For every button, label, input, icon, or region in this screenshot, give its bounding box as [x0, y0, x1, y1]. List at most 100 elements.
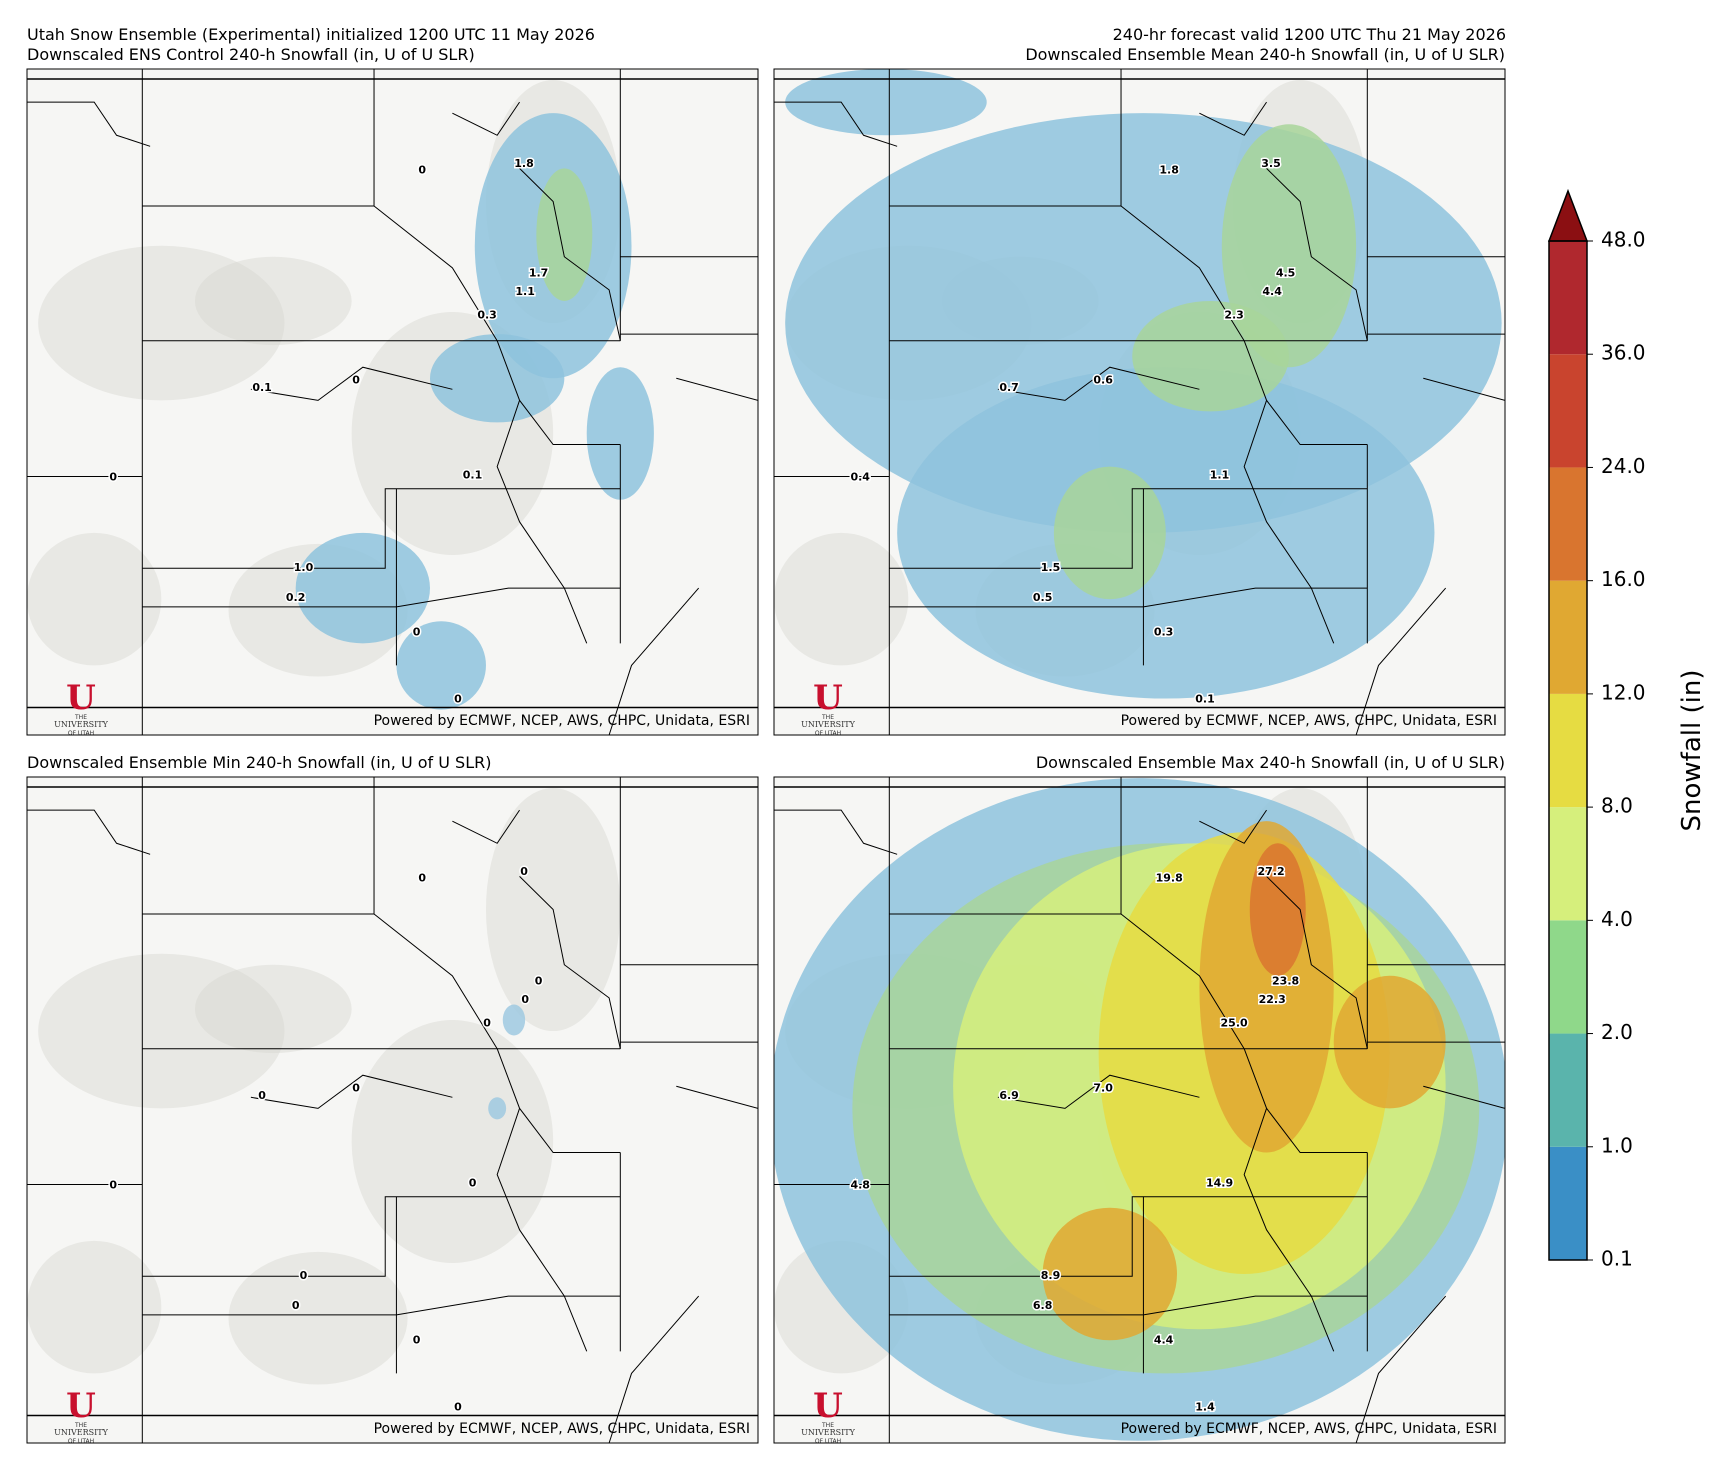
boundary [774, 809, 898, 855]
boundary [1355, 1295, 1447, 1443]
colorbar-label: 36.0 [1601, 341, 1646, 365]
boundary [1120, 205, 1245, 341]
point-label: 7.0 [1093, 1081, 1113, 1094]
point-label: 0.3 [1154, 625, 1174, 638]
map-panel: 0 1.8 1.7 1.1 0.3 0.1 0 0 0.1 1.0 0.2 0 0 UTHEUNIVERS… [26, 68, 759, 737]
boundary [1243, 1048, 1368, 1154]
colorbar-bin [1549, 920, 1587, 1034]
boundary [1355, 587, 1447, 735]
boundary [774, 101, 898, 147]
terrain [27, 532, 162, 666]
terrain [351, 1019, 554, 1263]
point-label: 1.5 [1041, 561, 1061, 574]
terrain [228, 1251, 408, 1385]
snow-area [785, 69, 987, 136]
point-label: 0 [109, 1179, 117, 1192]
terrain [38, 245, 285, 401]
point-label: 0 [483, 1016, 491, 1029]
colorbar-label: 8.0 [1601, 794, 1633, 818]
logo-of: OF UTAH [815, 730, 841, 737]
point-label: 19.8 [1156, 872, 1183, 885]
colorbar-bin [1549, 693, 1587, 808]
logo-of: OF UTAH [68, 1438, 94, 1445]
point-label: 27.2 [1257, 865, 1284, 878]
boundary [997, 1074, 1200, 1109]
logo-the: THE [74, 1422, 87, 1429]
boundary [452, 101, 520, 136]
boundary [1120, 913, 1245, 1049]
point-label: 3.5 [1261, 157, 1281, 170]
boundary [496, 340, 621, 446]
snow-area [1053, 466, 1166, 600]
point-label: 1.0 [294, 561, 314, 574]
colorbar-label: 0.1 [1601, 1247, 1633, 1271]
point-label: 6.8 [1033, 1299, 1053, 1312]
point-label: 0.6 [1093, 373, 1113, 386]
point-label: 4.5 [1276, 266, 1296, 279]
panel-border [26, 776, 759, 1444]
map [774, 777, 1505, 1443]
boundary [496, 1048, 621, 1154]
point-label: 0 [418, 164, 426, 177]
credit: Powered by ECMWF, NCEP, AWS, CHPC, Unida… [374, 713, 750, 729]
point-label: 0 [413, 625, 421, 638]
boundary [496, 400, 588, 644]
point-label: 14.9 [1206, 1176, 1233, 1189]
snow-area [1042, 1207, 1178, 1341]
point-label: 22.3 [1259, 993, 1286, 1006]
map [27, 69, 758, 735]
logo-the: THE [821, 714, 834, 721]
snow-area [1249, 843, 1306, 976]
map-background [27, 777, 758, 1443]
boundary [250, 1074, 453, 1109]
point-label: 0 [109, 471, 117, 484]
point-label: 1.8 [514, 157, 534, 170]
logo-name: UNIVERSITY [801, 1428, 856, 1437]
boundary [889, 69, 1122, 207]
colorbar-label: 24.0 [1601, 454, 1646, 478]
credit: Powered by ECMWF, NCEP, AWS, CHPC, Unida… [1121, 1421, 1497, 1437]
point-label: 0 [469, 1176, 477, 1189]
boundary [1243, 400, 1335, 644]
boundary [373, 205, 498, 341]
terrain [27, 1240, 162, 1374]
point-label: 0 [521, 993, 529, 1006]
boundary [889, 1196, 1368, 1277]
panel-title: Downscaled ENS Control 240-h Snowfall (i… [27, 45, 475, 64]
colorbar-bin [1549, 807, 1587, 921]
logo-name: UNIVERSITY [54, 720, 109, 729]
colorbar-extend [1547, 188, 1589, 242]
point-label: 25.0 [1221, 1016, 1248, 1029]
boundary [142, 1196, 621, 1277]
snow-area [586, 367, 654, 500]
map-panel: 1.8 3.5 4.5 4.4 2.3 0.7 0.6 0.4 1.1 1.5 0.5 0.3 0.1 U… [773, 68, 1506, 737]
point-label: 23.8 [1272, 974, 1299, 987]
point-label: 1.1 [515, 285, 535, 298]
panel-border [773, 68, 1506, 736]
snow-area [396, 621, 486, 710]
logo-u: U [66, 1386, 96, 1426]
point-label: 0 [413, 1333, 421, 1346]
logo-the: THE [74, 714, 87, 721]
init-title: Utah Snow Ensemble (Experimental) initia… [27, 25, 595, 44]
boundary [373, 913, 498, 1049]
point-label: 0.3 [477, 308, 497, 321]
map-panel: 19.8 27.2 23.8 22.3 25.0 6.9 7.0 4.8 14.9 8.9 6.8 4… [773, 776, 1506, 1445]
point-label: 0 [352, 373, 360, 386]
point-label: 4.8 [850, 1179, 870, 1192]
boundary [1423, 1085, 1505, 1109]
point-label: 1.1 [1210, 468, 1230, 481]
colorbar-title: Snowfall (in) [1677, 670, 1707, 832]
map [774, 69, 1505, 735]
terrain [38, 953, 285, 1109]
point-label: 0 [520, 865, 528, 878]
colorbar-label: 4.0 [1601, 907, 1633, 931]
boundary [27, 809, 151, 855]
point-label: 0 [535, 974, 543, 987]
point-label: 0.1 [463, 468, 483, 481]
boundary [452, 809, 520, 844]
colorbar-label: 2.0 [1601, 1020, 1633, 1044]
boundary [27, 101, 151, 147]
colorbar-bin [1549, 241, 1587, 355]
